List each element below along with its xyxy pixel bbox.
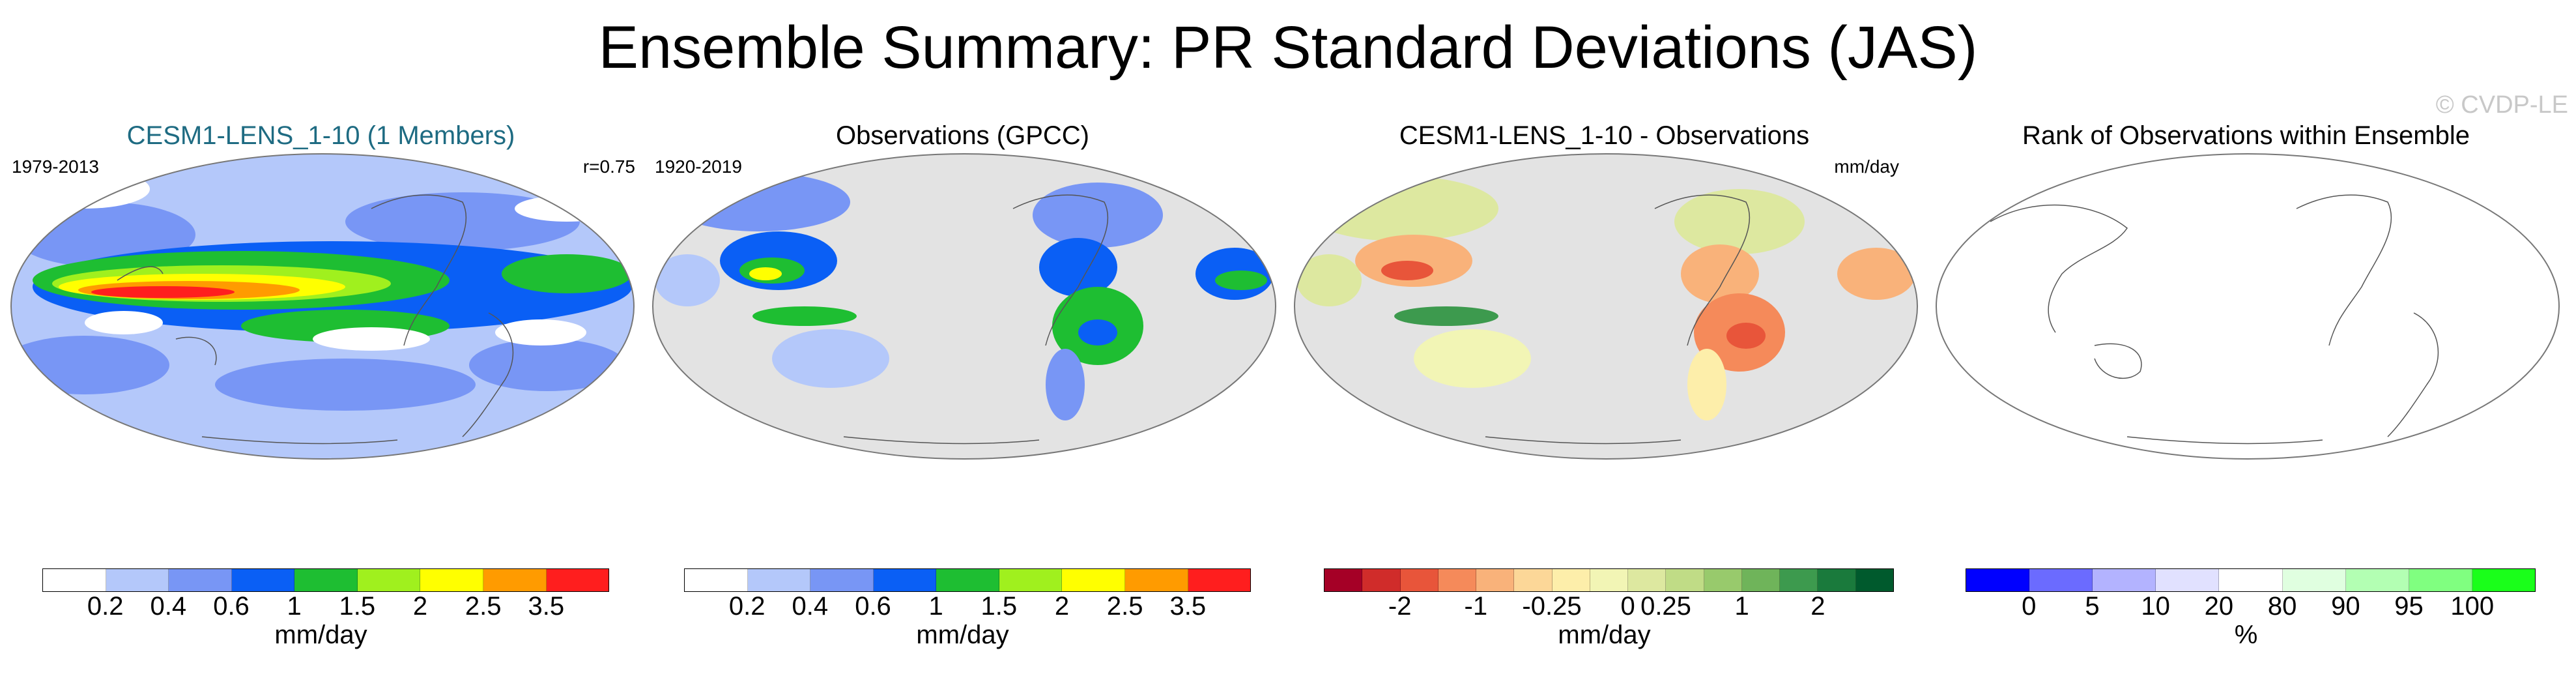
colorbar-tick-label: 0 — [2022, 592, 2037, 621]
colorbar-tick-label: 1 — [928, 592, 943, 621]
colorbar-tick-label: 0.4 — [792, 592, 829, 621]
colorbar-tick-label: 100 — [2450, 592, 2495, 621]
colorbar-swatch — [999, 569, 1063, 591]
colorbar-tick-label: 20 — [2204, 592, 2234, 621]
colorbar-swatch — [2156, 569, 2220, 591]
colorbar-tick-label: 2 — [412, 592, 428, 621]
colorbar-swatch — [420, 569, 483, 591]
colorbar-tick-label: 0.6 — [213, 592, 250, 621]
colorbar-swatch — [106, 569, 169, 591]
colorbar-tick-label: -1 — [1464, 592, 1488, 621]
map-difference — [1290, 150, 1922, 463]
colorbar-tick-label: 5 — [2085, 592, 2100, 621]
colorbar-tick-label: 80 — [2267, 592, 2297, 621]
colorbar-swatch — [1552, 569, 1590, 591]
colorbar-tick-label: 0.2 — [728, 592, 766, 621]
colorbar-tick-label: 3.5 — [528, 592, 565, 621]
colorbar-swatch — [231, 569, 295, 591]
colorbar-swatch — [1666, 569, 1704, 591]
colorbar-tick-label: 1.5 — [339, 592, 376, 621]
colorbar-tick-label: 2 — [1810, 592, 1825, 621]
colorbar-swatch — [810, 569, 874, 591]
colorbar-swatch — [1966, 569, 2030, 591]
colorbar-tick-label: 2.5 — [1106, 592, 1143, 621]
colorbar-tick-label: 2 — [1054, 592, 1070, 621]
panel-rank: Rank of Observations within Ensemble --%… — [1925, 117, 2567, 671]
colorbar-swatch — [483, 569, 547, 591]
colorbar-swatch — [1741, 569, 1781, 591]
colorbar-unit: mm/day — [1558, 621, 1651, 649]
colorbar-swatch — [357, 569, 421, 591]
map-rank — [1932, 150, 2564, 463]
colorbar-swatch — [873, 569, 937, 591]
colorbar-swatch — [685, 569, 748, 591]
colorbar-swatch — [1818, 569, 1856, 591]
colorbar-tick-label: 0.6 — [855, 592, 891, 621]
colorbar-swatch — [1628, 569, 1667, 591]
colorbar-tick-label: 90 — [2331, 592, 2360, 621]
colorbar-swatch — [1514, 569, 1553, 591]
colorbar — [42, 568, 609, 592]
colorbar-swatch — [2029, 569, 2093, 591]
colorbar-tick-label: -0.25 — [1522, 592, 1582, 621]
colorbar-swatch — [1438, 569, 1477, 591]
panel-difference: CESM1-LENS_1-10 - Observations mm/day — [1283, 117, 1925, 671]
colorbar-swatch — [294, 569, 358, 591]
map-model-stddev — [7, 150, 638, 463]
colorbar-tick-label: 0.2 — [87, 592, 124, 621]
colorbar-swatch — [43, 569, 106, 591]
colorbar-swatch — [1855, 569, 1893, 591]
colorbar-tick-label: 1 — [1734, 592, 1749, 621]
figure-title: Ensemble Summary: PR Standard Deviations… — [598, 14, 1978, 81]
colorbar-swatch — [1780, 569, 1818, 591]
watermark: © CVDP-LE — [2435, 91, 2568, 119]
colorbar-swatch — [1362, 569, 1401, 591]
colorbar-swatch — [1590, 569, 1629, 591]
colorbar-swatch — [2282, 569, 2346, 591]
colorbar-swatch — [169, 569, 232, 591]
colorbar-unit: mm/day — [916, 621, 1009, 649]
colorbar-swatch — [546, 569, 609, 591]
colorbar-tick-label: 2.5 — [465, 592, 502, 621]
colorbar — [1966, 568, 2536, 592]
colorbar-tick-label: 95 — [2394, 592, 2424, 621]
colorbar — [1324, 568, 1894, 592]
panel-title: Rank of Observations within Ensemble — [2022, 121, 2470, 150]
colorbar-swatch — [2345, 569, 2409, 591]
colorbar-swatch — [2472, 569, 2535, 591]
colorbar-tick-label: 0.4 — [150, 592, 187, 621]
colorbar-swatch — [1476, 569, 1515, 591]
period-label: 1920-2019 — [655, 156, 742, 177]
colorbar-tick-label: 0.25 — [1640, 592, 1691, 621]
colorbar-tick-label: 1 — [287, 592, 302, 621]
colorbar-swatch — [1124, 569, 1188, 591]
panel-title: CESM1-LENS_1-10 (1 Members) — [126, 121, 515, 150]
panel-model: CESM1-LENS_1-10 (1 Members) 1979-2013 r=… — [0, 117, 642, 671]
colorbar-tick-label: 0 — [1620, 592, 1635, 621]
colorbar-swatch — [1062, 569, 1125, 591]
units-label: mm/day — [1834, 156, 1899, 177]
map-observations-stddev — [648, 150, 1280, 463]
colorbar-tick-label: 1.5 — [980, 592, 1018, 621]
colorbar-swatch — [747, 569, 811, 591]
colorbar-tick-label: 3.5 — [1169, 592, 1207, 621]
colorbar-swatch — [1400, 569, 1438, 591]
colorbar — [684, 568, 1251, 592]
correlation-label: r=0.75 — [582, 156, 635, 177]
colorbar-swatch — [2409, 569, 2472, 591]
colorbar-swatch — [936, 569, 999, 591]
colorbar-swatch — [2093, 569, 2156, 591]
colorbar-swatch — [2219, 569, 2283, 591]
period-label: 1979-2013 — [12, 156, 99, 177]
colorbar-swatch — [1704, 569, 1742, 591]
colorbar-unit: mm/day — [274, 621, 367, 649]
colorbar-swatch — [1188, 569, 1251, 591]
colorbar-unit: % — [2234, 621, 2258, 649]
colorbar-tick-label: -2 — [1388, 592, 1412, 621]
colorbar-swatch — [1324, 569, 1363, 591]
colorbar-tick-label: 10 — [2141, 592, 2170, 621]
panel-observations: Observations (GPCC) 1920-2019 — [642, 117, 1283, 671]
panel-title: CESM1-LENS_1-10 - Observations — [1399, 121, 1810, 150]
panel-title: Observations (GPCC) — [836, 121, 1089, 150]
